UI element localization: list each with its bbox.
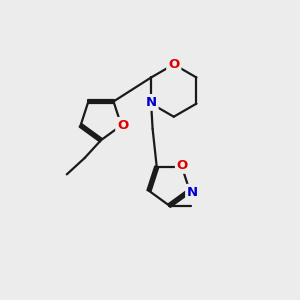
Text: N: N [187, 186, 198, 199]
Text: O: O [117, 119, 128, 132]
Text: N: N [146, 96, 157, 109]
Text: O: O [177, 159, 188, 172]
Text: O: O [168, 58, 179, 71]
